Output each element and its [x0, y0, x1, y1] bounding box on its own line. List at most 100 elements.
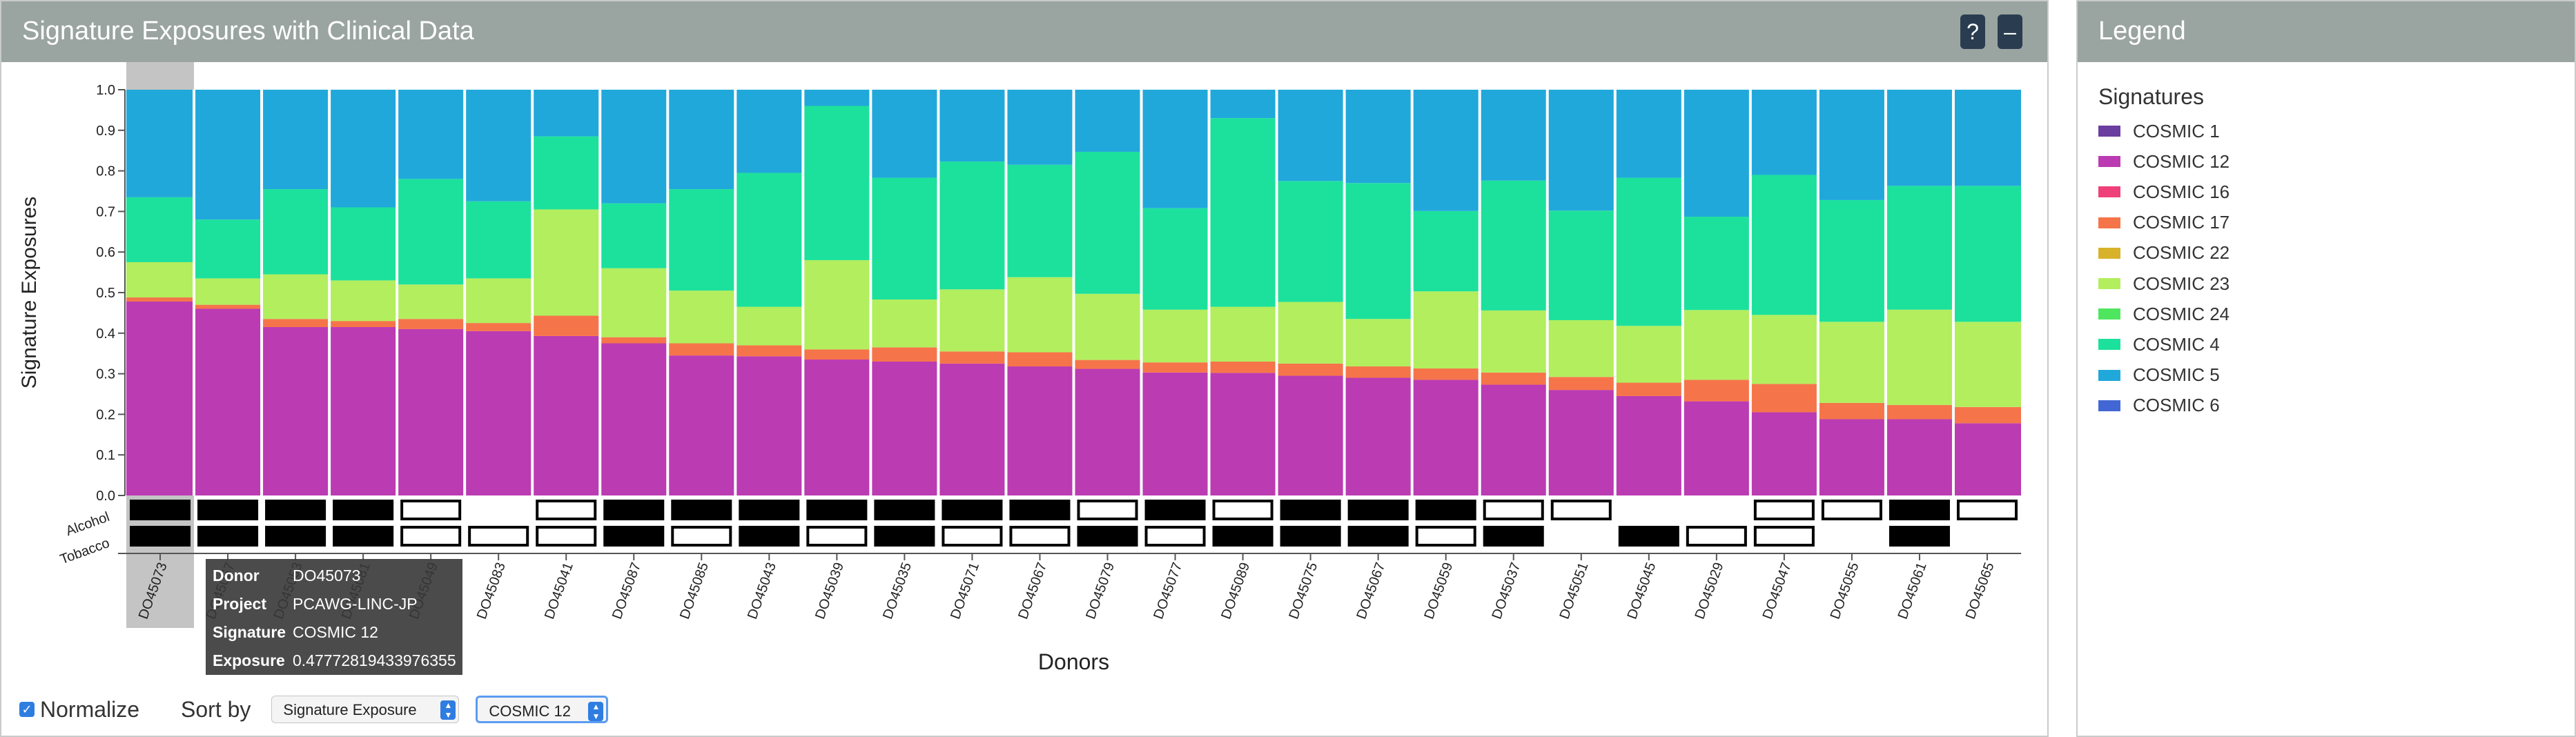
bar-segment — [397, 90, 465, 179]
minimize-button[interactable]: – — [1998, 14, 2022, 49]
bar-segment — [1006, 352, 1074, 367]
bar-segment — [1547, 210, 1615, 320]
signature-exposures-panel: Signature Exposures with Clinical Data ?… — [0, 0, 2049, 737]
normalize-checkbox[interactable]: ✓ — [19, 702, 35, 717]
bar-segment — [1885, 419, 1953, 495]
legend-item[interactable]: COSMIC 24 — [2098, 300, 2229, 328]
bar-segment — [600, 337, 668, 344]
bar-segment — [1750, 90, 1818, 175]
bar-segment — [938, 289, 1006, 352]
bar-segment — [1750, 412, 1818, 495]
bar-segment — [1953, 186, 2021, 322]
x-axis-label: Donors — [1038, 649, 1109, 674]
select-arrows-icon: ▲ ▼ — [588, 702, 604, 721]
track-cell — [333, 526, 394, 547]
x-tick-label: DO45061 — [1895, 560, 1930, 621]
panel-title: Signature Exposures with Clinical Data — [22, 17, 474, 46]
track-cell — [874, 500, 935, 520]
legend-label: COSMIC 1 — [2133, 120, 2220, 141]
bar-segment — [1479, 310, 1548, 373]
bar-segment — [1682, 310, 1750, 380]
x-tick-label: DO45035 — [880, 560, 915, 621]
track-cell — [130, 500, 191, 520]
bar-tooltip: Donor DO45073 Project PCAWG-LINC-JP Sign… — [206, 559, 462, 675]
bar-segment — [1141, 208, 1209, 310]
bar-segment — [1412, 210, 1480, 292]
y-tick-label: 1.0 — [96, 83, 115, 98]
chart-controls: ✓ Normalize Sort by Signature Exposure ▲… — [19, 689, 609, 730]
bar-segment — [803, 106, 871, 260]
bar-segment — [329, 326, 398, 495]
normalize-label[interactable]: Normalize — [40, 696, 140, 722]
track-cell — [1144, 500, 1206, 520]
bar-segment — [870, 177, 939, 299]
bar-segment — [1479, 384, 1548, 495]
legend-swatch — [2098, 308, 2120, 320]
tooltip-key: Project — [213, 595, 266, 613]
track-cell — [603, 526, 665, 547]
x-tick-label: DO45079 — [1083, 560, 1118, 621]
bar-segment — [1209, 306, 1277, 362]
legend-label: COSMIC 4 — [2133, 333, 2220, 355]
bar-segment — [532, 90, 601, 137]
bar-segment — [1073, 368, 1142, 495]
legend-item[interactable]: COSMIC 1 — [2098, 117, 2220, 145]
legend-item[interactable]: COSMIC 17 — [2098, 209, 2229, 237]
track-cell — [874, 526, 935, 547]
tooltip-value: COSMIC 12 — [293, 623, 378, 641]
bar-segment — [1209, 118, 1277, 307]
track-cell — [1009, 500, 1071, 520]
bar-segment — [938, 363, 1006, 495]
track-cell — [1077, 500, 1138, 520]
legend-label: COSMIC 24 — [2133, 303, 2230, 324]
track-cell — [1212, 500, 1274, 520]
track-cell — [1483, 526, 1544, 547]
signature-select-value: COSMIC 12 — [489, 702, 571, 720]
bar-segment — [938, 351, 1006, 364]
legend-swatch — [2098, 400, 2120, 411]
bar-segment — [126, 90, 195, 197]
track-cell — [1753, 526, 1815, 547]
bar-segment — [126, 301, 195, 495]
bar-segment — [1885, 404, 1953, 420]
legend-item[interactable]: COSMIC 6 — [2098, 392, 2220, 420]
bar-segment — [262, 319, 330, 327]
legend-item[interactable]: COSMIC 12 — [2098, 148, 2229, 175]
bar-segment — [1412, 368, 1480, 380]
bar-segment — [803, 349, 871, 360]
y-axis-label: Signature Exposures — [18, 197, 41, 389]
bar-segment — [532, 335, 601, 495]
x-tick-label: DO45089 — [1218, 560, 1253, 621]
bar-segment — [1479, 90, 1548, 181]
y-tick-label: 0.1 — [96, 448, 115, 463]
bar-segment — [1750, 384, 1818, 413]
legend-item[interactable]: COSMIC 23 — [2098, 270, 2229, 297]
bar-segment — [532, 209, 601, 316]
bar-segment — [1276, 90, 1345, 181]
track-cell — [1415, 500, 1476, 520]
bar-segment — [1953, 90, 2021, 186]
bar-segment — [735, 356, 803, 495]
bar-segment — [1006, 366, 1074, 495]
legend-item[interactable]: COSMIC 4 — [2098, 331, 2220, 358]
bar-segment — [1817, 199, 1886, 322]
legend-item[interactable]: COSMIC 5 — [2098, 362, 2220, 389]
bar-segment — [1141, 372, 1209, 495]
legend-label: COSMIC 17 — [2133, 212, 2230, 233]
bar-segment — [1276, 375, 1345, 495]
bar-segment — [1276, 302, 1345, 364]
bar-segment — [600, 343, 668, 495]
sort-select[interactable]: Signature Exposure ▲ ▼ — [271, 696, 460, 723]
x-tick-label: DO45087 — [609, 560, 644, 621]
bar-segment — [397, 328, 465, 495]
legend-item[interactable]: COSMIC 22 — [2098, 239, 2229, 267]
track-cell — [130, 526, 191, 547]
help-button[interactable]: ? — [1960, 14, 1985, 49]
x-tick-label: DO45043 — [745, 560, 779, 621]
x-tick-label: DO45047 — [1760, 560, 1795, 621]
y-tick-label: 0.4 — [96, 326, 115, 342]
legend-item[interactable]: COSMIC 16 — [2098, 178, 2229, 206]
signature-select[interactable]: COSMIC 12 ▲ ▼ — [476, 696, 609, 723]
x-tick-label: DO45051 — [1557, 560, 1592, 621]
track-cell — [1550, 500, 1612, 520]
